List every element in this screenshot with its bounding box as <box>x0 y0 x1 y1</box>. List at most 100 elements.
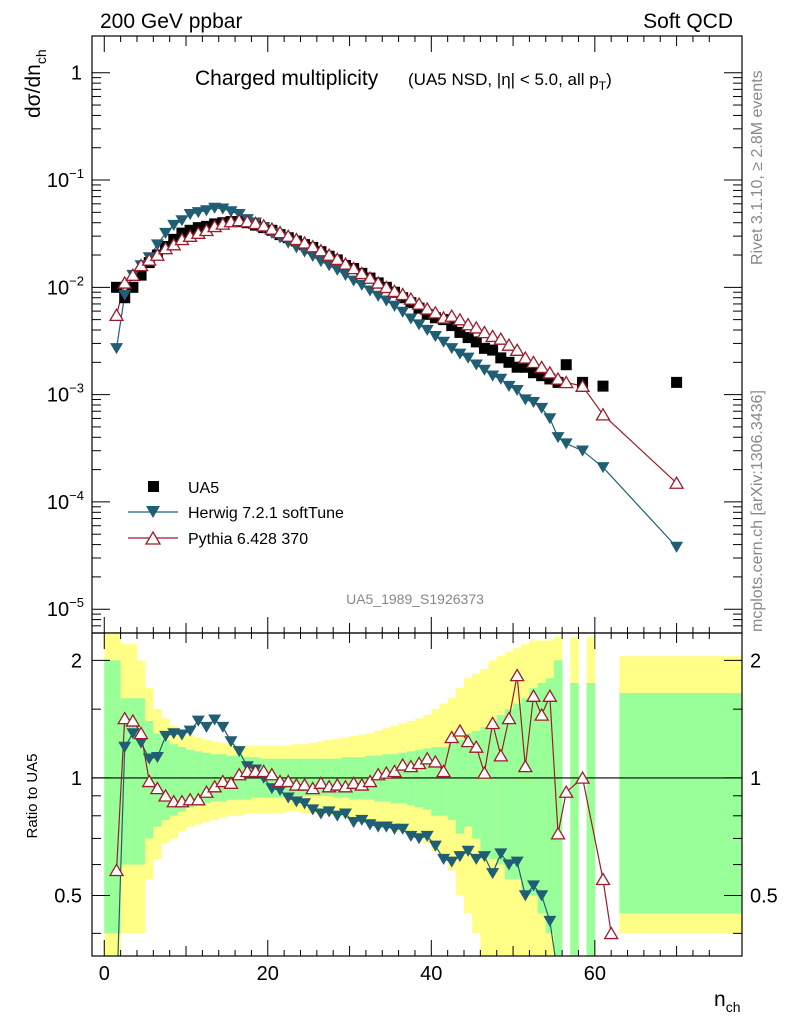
pythia-ratio-point <box>468 739 484 753</box>
pythia-ratio-point <box>108 863 125 877</box>
pythia-point <box>321 247 337 261</box>
y-tick-label: 10−1 <box>47 166 84 192</box>
herwig-ratio-point <box>298 798 312 810</box>
herwig-point <box>420 324 434 336</box>
pythia-ratio-point <box>386 764 403 778</box>
ua5-point <box>446 320 458 332</box>
y-tick-label-exponent: −3 <box>69 381 84 396</box>
ua5-point <box>528 367 540 379</box>
inner-band-bin <box>414 749 424 808</box>
inner-band-bin <box>169 744 179 816</box>
inner-band-bin <box>390 754 399 804</box>
inner-band-bin <box>112 660 121 934</box>
herwig-point <box>199 205 213 217</box>
plot-subtitle: (UA5 NSD, |η| < 5.0, all pT) <box>408 70 612 93</box>
herwig-point <box>118 289 132 301</box>
plot-subtitle-sub: T <box>599 79 607 93</box>
pythia-ratio-point <box>452 723 468 737</box>
pythia-ratio-point <box>215 774 231 788</box>
ua5-point <box>135 269 147 281</box>
pythia-point <box>272 225 288 239</box>
pythia-ratio-point <box>517 759 533 773</box>
inner-band-bin <box>439 747 448 816</box>
pythia-point <box>668 475 685 489</box>
pythia-point <box>525 355 542 369</box>
herwig-ratio-point <box>314 808 328 820</box>
ua5-point <box>597 380 609 392</box>
y-tick-label: 10−5 <box>47 595 84 621</box>
pythia-point <box>460 317 476 331</box>
inner-band-bin <box>447 744 457 821</box>
herwig-point <box>469 359 483 371</box>
pythia-ratio-point <box>534 707 550 721</box>
herwig-point <box>486 370 500 382</box>
inner-band-bin <box>472 730 481 839</box>
ratio-y-tick-label-left: 2 <box>71 650 82 672</box>
herwig-ratio-point <box>477 851 491 863</box>
plot-title-main: Charged multiplicity <box>195 67 379 90</box>
pythia-point <box>403 291 419 305</box>
herwig-ratio-point <box>216 721 230 733</box>
herwig-ratio-point <box>232 746 246 758</box>
herwig-ratio-point <box>355 814 369 826</box>
legend-marker-herwig <box>128 506 178 518</box>
pythia-ratio-point <box>223 775 239 789</box>
herwig-ratio-point <box>420 830 434 842</box>
herwig-ratio-point <box>461 845 475 857</box>
herwig-ratio-point <box>150 751 164 764</box>
pythia-ratio-point <box>141 774 157 788</box>
herwig-point <box>412 319 426 331</box>
inner-band-bin <box>292 758 301 796</box>
herwig-point <box>551 432 565 444</box>
herwig-ratio-point <box>486 868 500 880</box>
pythia-ratio-point <box>558 784 574 798</box>
ratio-y-tick-label-right: 2 <box>750 650 761 672</box>
inner-band-bin <box>177 747 187 812</box>
inner-band-bin <box>431 747 440 816</box>
inner-band-bin <box>300 758 309 796</box>
pythia-ratio-point <box>256 764 272 778</box>
ua5-point <box>511 361 523 373</box>
pythia-point <box>542 365 558 379</box>
inner-band-bin <box>455 740 465 834</box>
pythia-point <box>534 360 550 374</box>
herwig-ratio-point <box>469 853 483 865</box>
y-tick-label-base: 10 <box>47 492 69 514</box>
pythia-point <box>484 329 501 343</box>
inner-band-bin <box>513 703 522 880</box>
pythia-point <box>337 256 354 270</box>
pythia-point <box>574 378 591 392</box>
pythia-point <box>452 312 468 326</box>
ratio-plot-frame <box>91 632 743 957</box>
y-tick-label-exponent: −4 <box>69 488 84 503</box>
pythia-ratio-point <box>133 726 149 740</box>
pythia-point <box>305 239 321 253</box>
herwig-ratio-point <box>428 840 442 852</box>
y-tick-label-exponent: −5 <box>69 595 84 610</box>
inner-band-bin <box>128 698 138 865</box>
herwig-point <box>543 413 557 425</box>
herwig-ratio-point <box>412 833 426 845</box>
herwig-ratio-point <box>159 730 173 742</box>
herwig-point <box>445 343 459 355</box>
pythia-point <box>117 275 133 289</box>
herwig-point <box>396 306 410 318</box>
plot-subtitle-main: UA5 NSD, |η| < 5.0, all p <box>414 70 599 89</box>
pythia-point <box>501 337 517 351</box>
herwig-point <box>150 239 164 251</box>
herwig-ratio-point <box>453 851 467 863</box>
pythia-point <box>550 371 566 385</box>
pythia-point <box>256 218 272 232</box>
herwig-point <box>371 290 385 302</box>
main-ylabel: dσ/dnch <box>22 49 49 118</box>
herwig-ratio-point <box>175 729 189 741</box>
inner-band-bin <box>545 678 555 934</box>
herwig-ratio-point <box>306 804 320 816</box>
pythia-point <box>247 216 264 230</box>
herwig-point <box>576 445 590 457</box>
pythia-point <box>395 287 411 301</box>
ratio-ylabel: Ratio to UA5 <box>24 753 41 838</box>
pythia-ratio-point <box>280 774 296 788</box>
herwig-ratio-point <box>347 817 361 829</box>
herwig-point <box>404 313 418 325</box>
